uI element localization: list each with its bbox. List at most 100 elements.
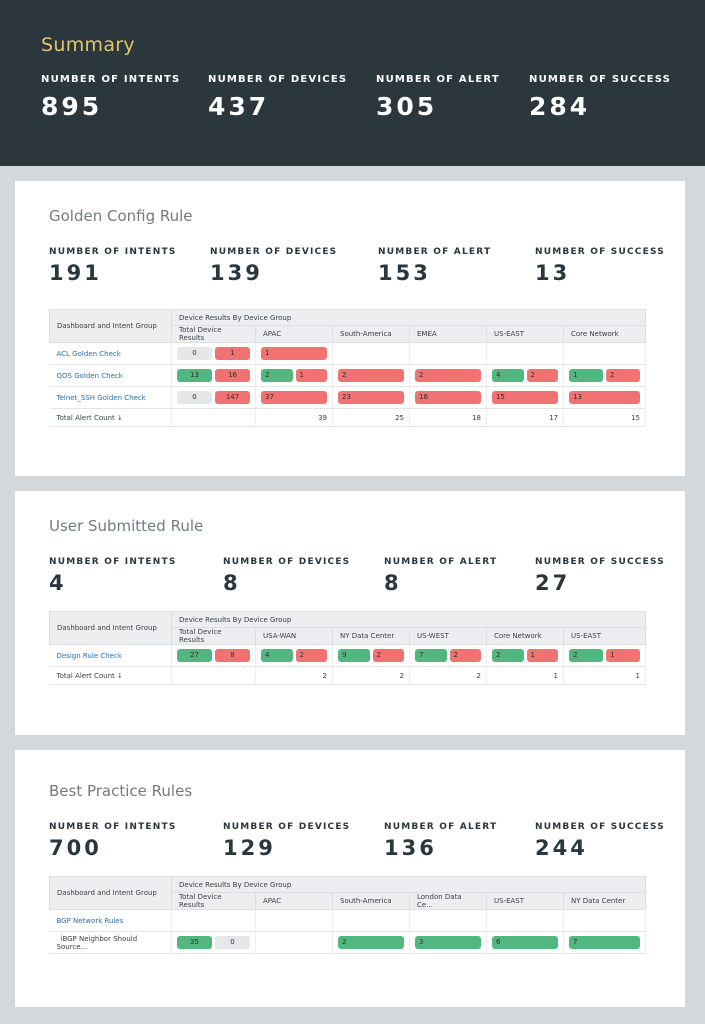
intent-link[interactable]: Telnet_SSH Golden Check xyxy=(56,393,146,402)
result-pill: 4 xyxy=(261,649,293,662)
pills: 1 xyxy=(261,347,327,360)
pills: 13 xyxy=(569,391,640,404)
pills: 0 147 xyxy=(177,391,250,404)
stat: NUMBER OF DEVICES 129 xyxy=(223,822,384,860)
group-header: Dashboard and Intent Group xyxy=(49,309,172,343)
result-pill: 3 xyxy=(415,936,481,949)
card-stats: NUMBER OF INTENTS 4 NUMBER OF DEVICES 8 NUMB… xyxy=(49,557,685,595)
header-row: Dashboard and Intent Group Device Results… xyxy=(49,309,646,343)
pills: 13 16 xyxy=(177,369,250,382)
stat-label: NUMBER OF ALERT xyxy=(378,247,492,257)
stat-value: 284 xyxy=(529,92,591,121)
rule-card: User Submitted Rule NUMBER OF INTENTS 4 NUM… xyxy=(15,491,685,735)
column-header: US-EAST xyxy=(486,892,564,910)
total-value: 2 xyxy=(255,666,333,685)
intent-link[interactable]: QOS Golden Check xyxy=(56,371,123,380)
column-header: APAC xyxy=(255,892,333,910)
results-table: Dashboard and Intent Group Device Results… xyxy=(49,309,646,427)
result-cell: 15 xyxy=(486,386,564,409)
total-value: 15 xyxy=(563,408,646,427)
column-header: Core Network xyxy=(486,627,564,645)
column-header: South-America xyxy=(332,325,410,343)
total-value: 1 xyxy=(486,666,564,685)
pills: 15 xyxy=(492,391,558,404)
result-cell xyxy=(332,909,410,932)
stat: NUMBER OF INTENTS 191 xyxy=(49,247,210,285)
header-row: Dashboard and Intent Group Device Results… xyxy=(49,611,646,645)
result-cell xyxy=(171,909,256,932)
data-row: QOS Golden Check 13 16 2 1 2 2 4 2 1 2 xyxy=(49,364,646,387)
column-header: London Data Ce... xyxy=(409,892,487,910)
group-header: Dashboard and Intent Group xyxy=(49,876,172,910)
column-header: USA-WAN xyxy=(255,627,333,645)
pills: 35 0 xyxy=(177,936,250,949)
column-header: NY Data Center xyxy=(563,892,646,910)
total-value xyxy=(171,666,256,685)
total-value: 2 xyxy=(409,666,487,685)
result-pill: 15 xyxy=(492,391,558,404)
card-stats: NUMBER OF INTENTS 700 NUMBER OF DEVICES 129… xyxy=(49,822,685,860)
result-pill: 0 xyxy=(215,936,250,949)
header-row: Total Device Results APAC South-America Lon… xyxy=(50,892,646,910)
result-pill: 2 xyxy=(415,369,481,382)
intent-link[interactable]: Design Rule Check xyxy=(56,651,122,660)
data-row: Telnet_SSH Golden Check 0 147 37 23 16 15 13 xyxy=(49,386,646,409)
result-pill: 37 xyxy=(261,391,327,404)
card-title: Golden Config Rule xyxy=(49,207,193,225)
column-header: EMEA xyxy=(409,325,487,343)
result-pill: 2 xyxy=(526,369,558,382)
stat-label: NUMBER OF SUCCESS xyxy=(535,557,665,567)
results-header: Device Results By Device Group xyxy=(171,876,646,893)
result-cell: 1 xyxy=(255,342,333,365)
result-pill: 0 xyxy=(177,391,212,404)
total-value: 25 xyxy=(332,408,410,427)
results-header: Device Results By Device Group xyxy=(171,611,646,628)
result-cell: 7 xyxy=(563,931,646,954)
result-cell xyxy=(409,909,487,932)
data-row: Design Rule Check 27 8 4 2 9 2 7 2 2 1 2 1 xyxy=(49,644,646,667)
result-cell: 2 xyxy=(332,364,410,387)
result-pill: 1 xyxy=(606,649,640,662)
row-name-cell: ACL Golden Check xyxy=(49,342,172,365)
stat-label: NUMBER OF DEVICES xyxy=(223,557,351,567)
card-title: Best Practice Rules xyxy=(49,782,193,800)
total-value: 39 xyxy=(255,408,333,427)
row-name-cell: QOS Golden Check xyxy=(49,364,172,387)
stat: NUMBER OF ALERT 8 xyxy=(384,557,535,595)
result-cell: 2 xyxy=(332,931,410,954)
result-pill: 2 xyxy=(449,649,481,662)
result-pill: 2 xyxy=(338,369,404,382)
stat-label: NUMBER OF ALERT xyxy=(384,822,498,832)
result-pill: 9 xyxy=(338,649,370,662)
stat: NUMBER OF INTENTS 4 xyxy=(49,557,223,595)
pills: 27 8 xyxy=(177,649,250,662)
column-header: Total Device Results xyxy=(171,325,256,343)
stat: NUMBER OF DEVICES 437 xyxy=(208,74,376,121)
stat-label: NUMBER OF ALERT xyxy=(376,74,500,85)
row-name-cell: Telnet_SSH Golden Check xyxy=(49,386,172,409)
result-cell xyxy=(563,342,646,365)
pills: 2 xyxy=(338,936,404,949)
row-name-cell: BGP Network Rules xyxy=(49,909,172,932)
result-cell xyxy=(563,909,646,932)
result-pill: 1 xyxy=(526,649,558,662)
stat-value: 13 xyxy=(535,261,571,285)
result-cell xyxy=(409,342,487,365)
result-cell: 35 0 xyxy=(171,931,256,954)
stat-label: NUMBER OF SUCCESS xyxy=(529,74,672,85)
result-pill: 6 xyxy=(492,936,558,949)
stat-value: 139 xyxy=(210,261,263,285)
column-header: Total Device Results xyxy=(171,627,256,645)
stat-value: 895 xyxy=(41,92,103,121)
intent-link[interactable]: BGP Network Rules xyxy=(56,916,124,925)
total-label: Total Alert Count ↓ xyxy=(49,666,172,685)
total-value: 1 xyxy=(563,666,646,685)
result-cell: 27 8 xyxy=(171,644,256,667)
cards: Golden Config Rule NUMBER OF INTENTS 191 NU… xyxy=(0,181,705,1007)
intent-link[interactable]: ACL Golden Check xyxy=(56,349,121,358)
